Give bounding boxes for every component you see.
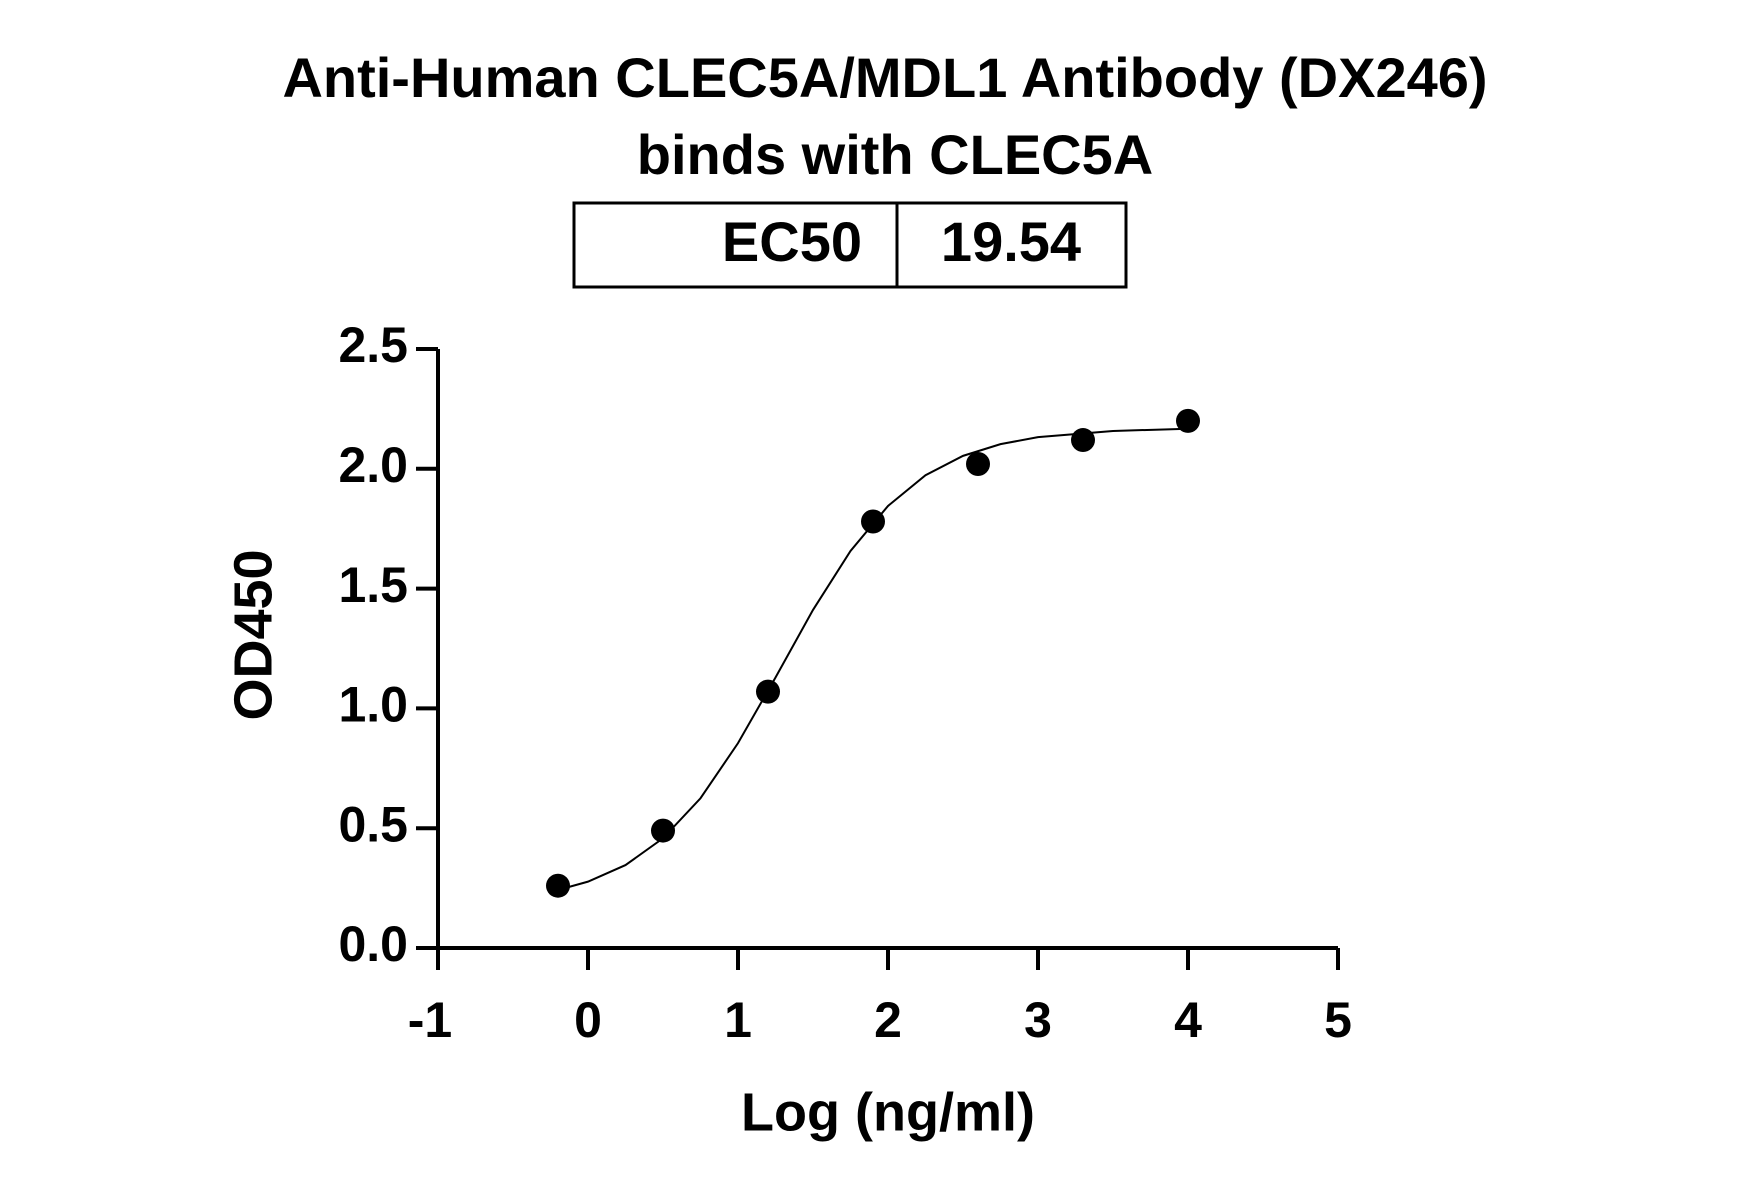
- chart-subtitle: binds with CLEC5A: [637, 123, 1153, 186]
- ec50-label: EC50: [722, 210, 862, 273]
- y-tick-label: 0.5: [338, 796, 408, 852]
- x-tick-label: 5: [1324, 992, 1352, 1048]
- ec50-box: [572, 201, 1128, 289]
- y-tick-label: 2.0: [338, 437, 408, 493]
- x-tick-label: 2: [874, 992, 902, 1048]
- data-point: [1176, 408, 1200, 433]
- x-tick-label: 0: [574, 992, 602, 1048]
- ec50-value: 19.54: [941, 210, 1081, 273]
- x-tick-label: 4: [1174, 992, 1202, 1048]
- x-tick-label: 1: [724, 992, 752, 1048]
- y-axis-label: OD450: [223, 549, 283, 720]
- x-tick-label: -1: [408, 992, 452, 1048]
- y-tick-label: 2.5: [338, 317, 408, 373]
- data-point: [651, 818, 675, 843]
- y-tick-label: 1.0: [338, 677, 408, 733]
- data-point: [966, 452, 990, 477]
- y-tick-label: 0.0: [338, 916, 408, 972]
- data-point: [1071, 428, 1095, 453]
- chart-title: Anti-Human CLEC5A/MDL1 Antibody (DX246): [282, 46, 1487, 109]
- data-point: [546, 873, 570, 898]
- y-tick-label: 1.5: [338, 557, 408, 613]
- fit-curve: [557, 427, 1189, 891]
- x-axis-label: Log (ng/ml): [741, 1082, 1035, 1142]
- x-tick-label: 3: [1024, 992, 1052, 1048]
